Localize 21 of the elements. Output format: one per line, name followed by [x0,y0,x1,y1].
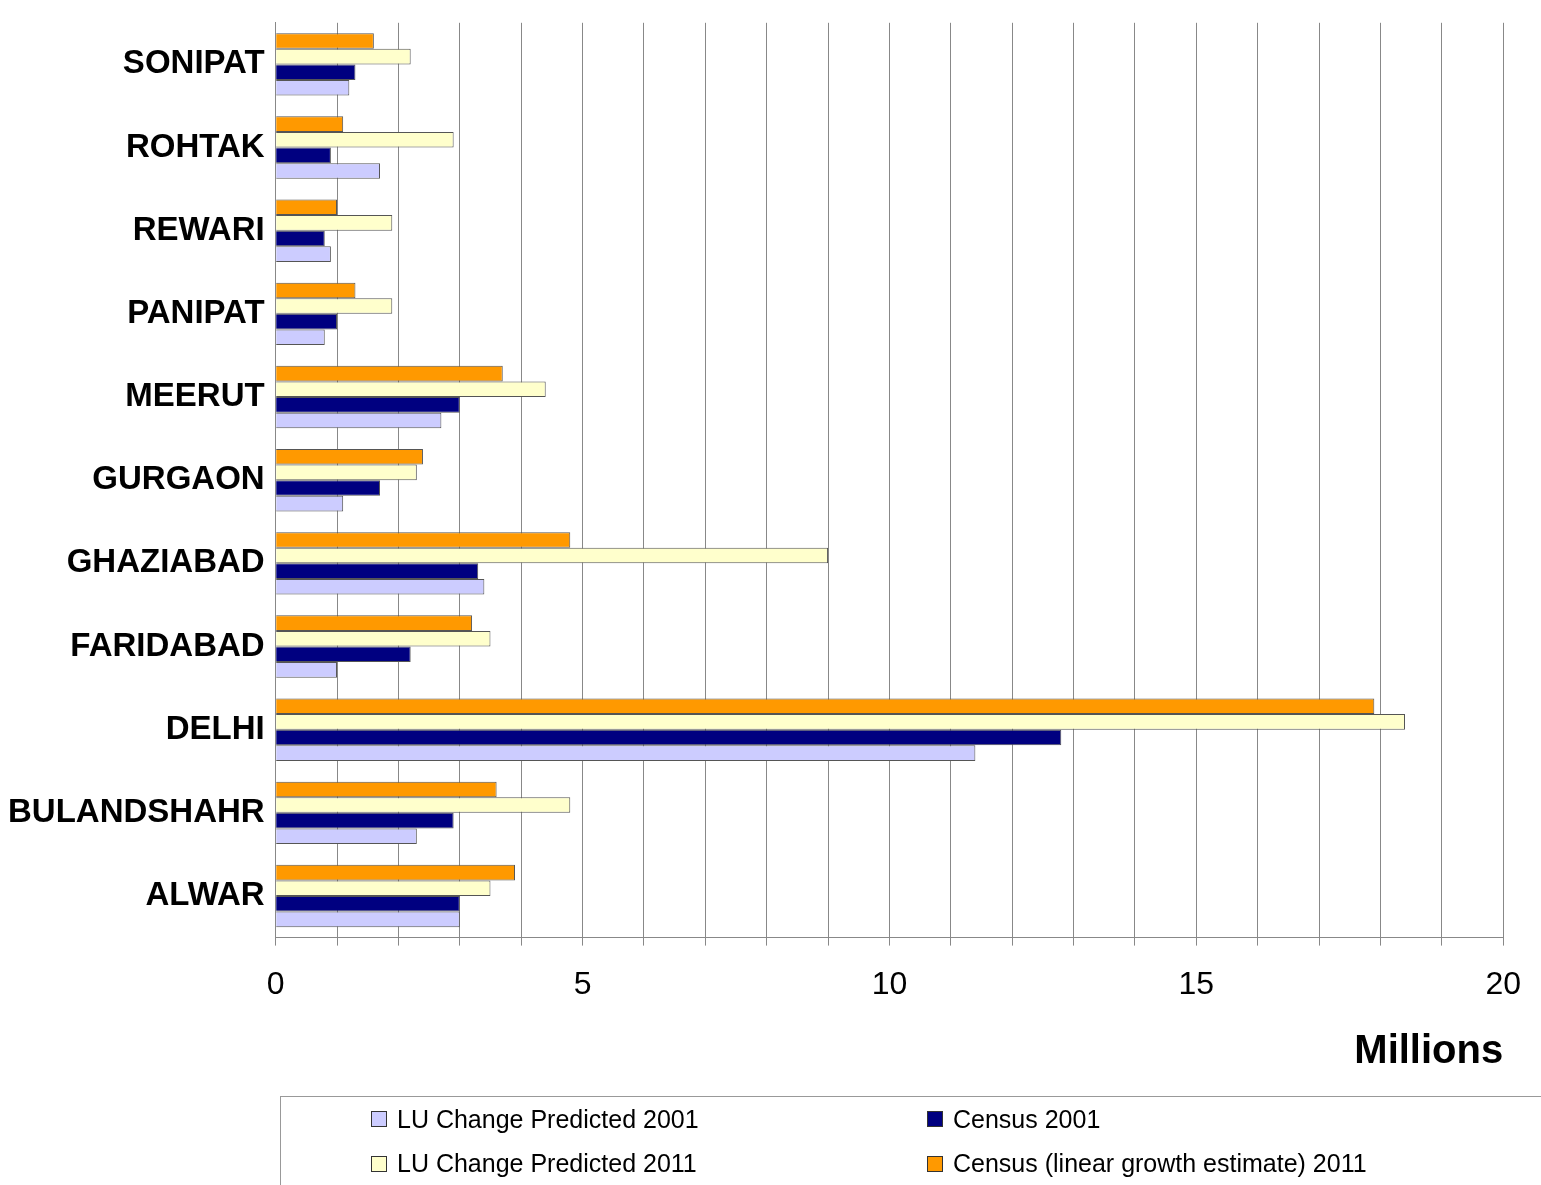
legend-label: Census 2001 [953,1104,1101,1134]
x-tick-label: 5 [573,964,592,1001]
y-tick-label: ALWAR [145,875,265,913]
legend-label: LU Change Predicted 2011 [397,1149,697,1179]
legend-label: Census (linear growth estimate) 2011 [953,1149,1367,1179]
x-tick-label: 20 [1485,964,1521,1001]
y-tick-label: SONIPAT [122,43,265,81]
y-tick-label: DELHI [165,708,265,746]
y-tick-label: MEERUT [125,376,265,414]
y-tick-label: GHAZIABAD [66,542,265,580]
y-tick-label: PANIPAT [127,292,265,330]
y-tick-label: GURGAON [92,459,265,497]
x-tick-label: 0 [266,964,285,1001]
y-tick-label: FARIDABAD [70,625,265,663]
y-tick-label: ROHTAK [125,126,265,164]
x-tick-label: 15 [1178,964,1215,1001]
x-tick-label: 10 [871,964,908,1001]
x-axis-title: Millions [1354,1027,1504,1072]
legend-label: LU Change Predicted 2001 [397,1104,699,1134]
y-tick-label: REWARI [132,209,265,247]
y-tick-label: BULANDSHAHR [8,791,265,829]
